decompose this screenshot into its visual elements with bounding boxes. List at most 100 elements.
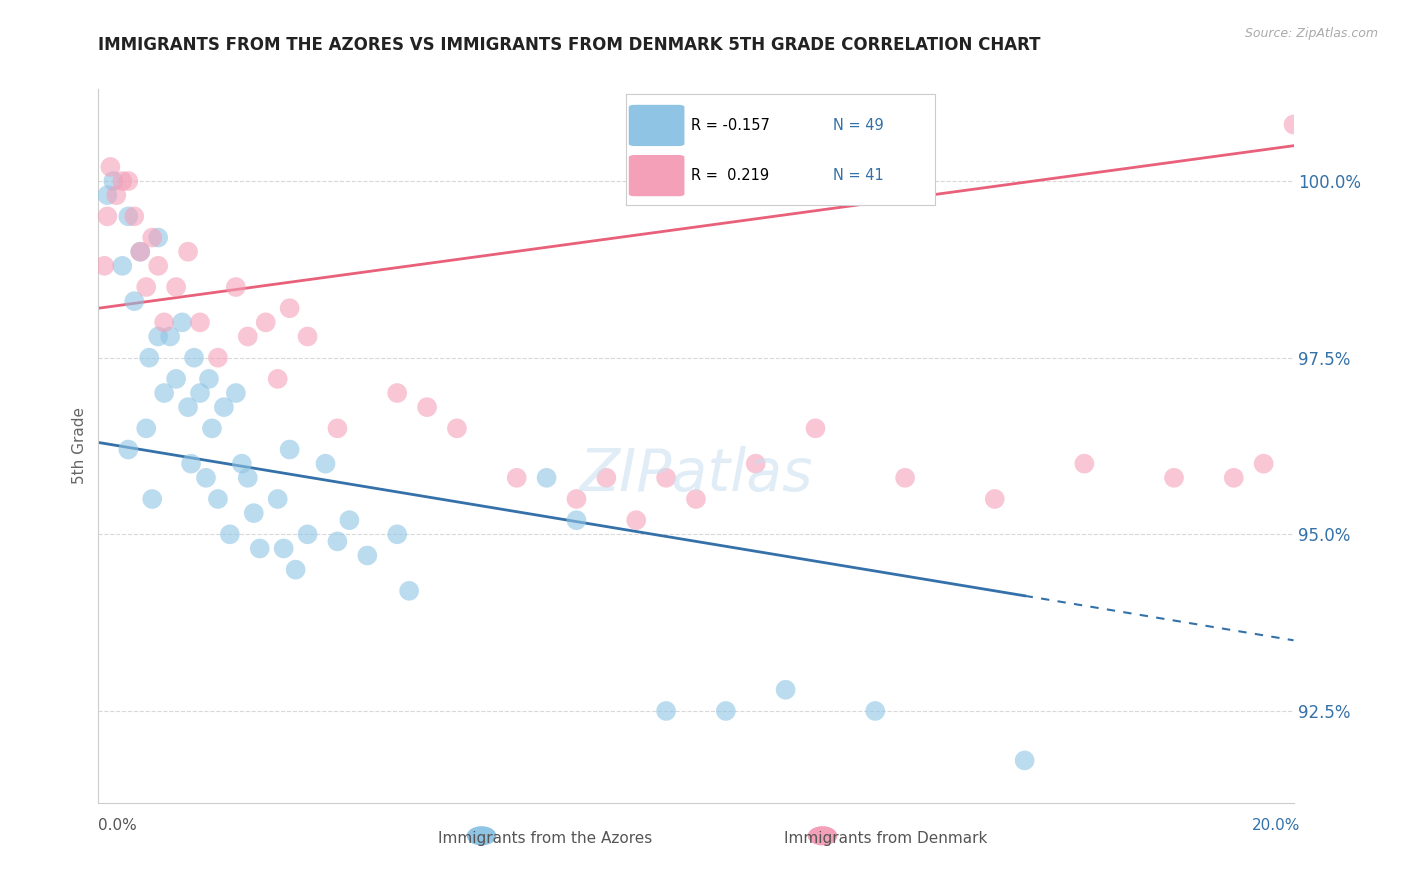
Point [297, 527, 319, 541]
Point [159, 329, 181, 343]
Text: IMMIGRANTS FROM THE AZORES VS IMMIGRANTS FROM DENMARK 5TH GRADE CORRELATION CHAR: IMMIGRANTS FROM THE AZORES VS IMMIGRANTS… [98, 36, 1040, 54]
Point [153, 315, 176, 329]
Point [297, 329, 319, 343]
Text: N = 49: N = 49 [832, 119, 883, 134]
Point [129, 244, 152, 259]
Point [183, 351, 205, 365]
Point [141, 230, 163, 244]
Point [595, 471, 617, 485]
Point [135, 421, 157, 435]
Point [236, 329, 259, 343]
Point [655, 471, 678, 485]
Point [96, 188, 118, 202]
Point [135, 280, 157, 294]
Point [165, 280, 187, 294]
Point [172, 315, 194, 329]
Point [105, 188, 128, 202]
Point [148, 259, 170, 273]
Point [536, 471, 558, 485]
Text: R =  0.219: R = 0.219 [690, 168, 769, 183]
Text: Immigrants from Denmark: Immigrants from Denmark [785, 831, 987, 846]
Point [141, 491, 163, 506]
Point [117, 174, 139, 188]
Point [207, 491, 229, 506]
Point [254, 315, 277, 329]
Point [1282, 118, 1305, 132]
Point [225, 280, 247, 294]
Point [1073, 457, 1095, 471]
FancyBboxPatch shape [628, 104, 685, 146]
Point [96, 210, 118, 224]
Point [1222, 471, 1246, 485]
Point [111, 174, 134, 188]
Point [326, 534, 349, 549]
Text: N = 41: N = 41 [832, 168, 883, 183]
Point [188, 315, 211, 329]
Point [177, 400, 200, 414]
Point [1253, 457, 1275, 471]
Point [93, 259, 115, 273]
Point [177, 244, 200, 259]
Point [863, 704, 887, 718]
Point [124, 294, 146, 309]
Point [775, 682, 797, 697]
Point [506, 471, 529, 485]
Point [278, 301, 301, 316]
Point [124, 210, 146, 224]
Point [1163, 471, 1185, 485]
Point [207, 351, 229, 365]
Point [356, 549, 378, 563]
Point [655, 704, 678, 718]
Point [1014, 753, 1036, 767]
Point [273, 541, 295, 556]
Point [236, 471, 259, 485]
Point [685, 491, 707, 506]
Point [565, 513, 588, 527]
Point [148, 230, 170, 244]
Point [153, 386, 176, 401]
Point [339, 513, 360, 527]
Text: 0.0%: 0.0% [98, 818, 138, 832]
Point [984, 491, 1007, 506]
Point [165, 372, 187, 386]
Point [284, 563, 307, 577]
Point [148, 329, 170, 343]
Point [129, 244, 152, 259]
Point [565, 491, 588, 506]
Point [180, 457, 202, 471]
Point [314, 457, 337, 471]
Point [267, 372, 290, 386]
Point [267, 491, 290, 506]
Point [894, 471, 917, 485]
FancyBboxPatch shape [628, 155, 685, 196]
Point [626, 513, 648, 527]
Point [326, 421, 349, 435]
Point [117, 210, 139, 224]
Point [117, 442, 139, 457]
Point [198, 372, 221, 386]
Point [231, 457, 253, 471]
Point [111, 259, 134, 273]
Point [212, 400, 235, 414]
Point [188, 386, 211, 401]
Point [745, 457, 768, 471]
Text: 20.0%: 20.0% [1253, 818, 1301, 832]
Point [249, 541, 271, 556]
Point [385, 386, 409, 401]
Point [804, 421, 827, 435]
Text: ZIPatlas: ZIPatlas [579, 446, 813, 503]
Point [446, 421, 468, 435]
Point [278, 442, 301, 457]
Point [219, 527, 242, 541]
Point [100, 160, 122, 174]
Text: Immigrants from the Azores: Immigrants from the Azores [437, 831, 652, 846]
Point [385, 527, 409, 541]
Point [103, 174, 125, 188]
Y-axis label: 5th Grade: 5th Grade [72, 408, 87, 484]
Text: Source: ZipAtlas.com: Source: ZipAtlas.com [1244, 27, 1378, 40]
Point [195, 471, 218, 485]
Point [398, 583, 420, 598]
Point [243, 506, 266, 520]
Point [201, 421, 224, 435]
Point [225, 386, 247, 401]
